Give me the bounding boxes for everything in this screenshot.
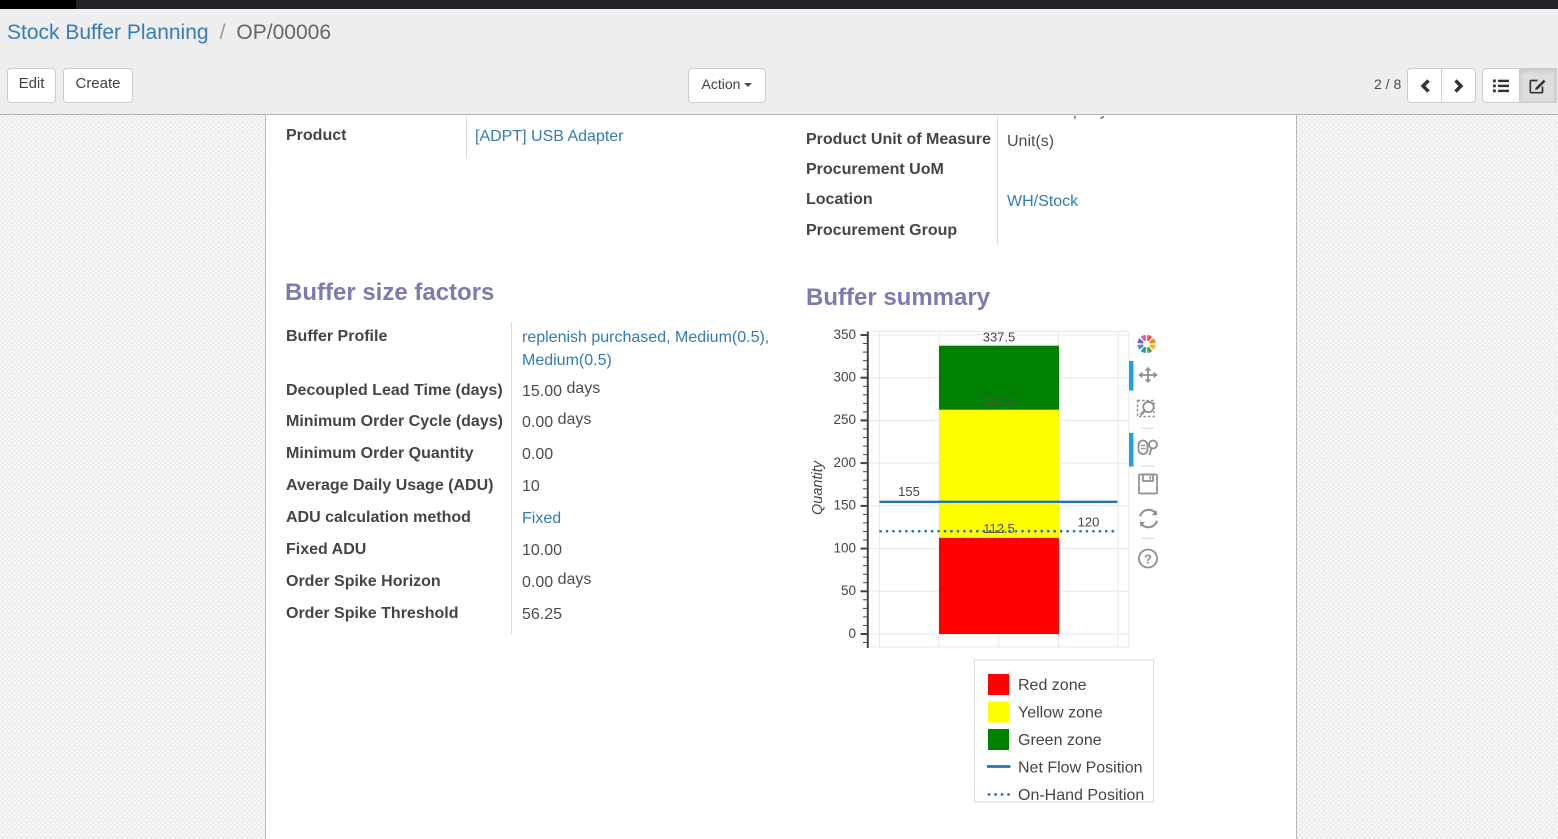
svg-text:50: 50 (841, 583, 856, 598)
svg-text:Quantity: Quantity (810, 460, 826, 515)
svg-text:337.5: 337.5 (983, 330, 1016, 345)
svg-text:112.5: 112.5 (983, 521, 1015, 536)
svg-text:0: 0 (848, 626, 856, 641)
svg-text:Red zone: Red zone (1018, 677, 1087, 694)
svg-text:?: ? (1144, 551, 1152, 566)
svg-text:350: 350 (833, 327, 856, 342)
svg-text:155: 155 (898, 484, 920, 499)
svg-text:Green zone: Green zone (1018, 732, 1102, 749)
svg-text:300: 300 (833, 370, 856, 385)
svg-text:250: 250 (833, 412, 856, 427)
svg-text:200: 200 (833, 455, 856, 470)
svg-text:100: 100 (833, 540, 856, 555)
svg-text:150: 150 (833, 498, 856, 513)
svg-text:262.5: 262.5 (983, 394, 1016, 409)
svg-text:Net Flow Position: Net Flow Position (1018, 760, 1143, 777)
svg-text:120: 120 (1078, 515, 1100, 530)
svg-text:On-Hand Position: On-Hand Position (1018, 787, 1144, 804)
svg-text:Yellow zone: Yellow zone (1018, 705, 1103, 722)
